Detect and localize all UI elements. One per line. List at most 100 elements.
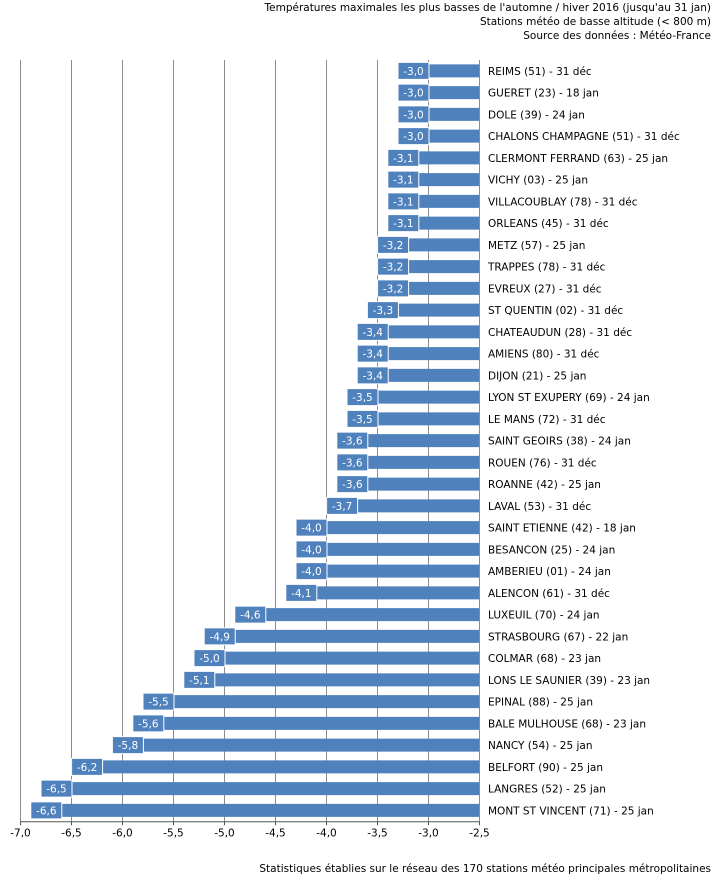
value-label: -5,8 [118, 740, 139, 752]
category-label: GUERET (23) - 18 jan [488, 88, 599, 100]
category-label: LYON ST EXUPERY (69) - 24 jan [488, 392, 650, 404]
category-label: LAVAL (53) - 31 déc [488, 501, 591, 513]
value-label: -3,6 [342, 436, 363, 448]
value-label: -3,1 [393, 218, 414, 230]
value-label-box [336, 453, 369, 472]
category-label: REIMS (51) - 31 déc [488, 66, 592, 78]
value-label: -3,1 [393, 196, 414, 208]
value-label-box [234, 605, 267, 624]
bar [234, 629, 479, 643]
value-label-box [397, 83, 430, 102]
value-label: -3,4 [362, 327, 383, 339]
value-label: -3,5 [352, 392, 373, 404]
category-label: BESANCON (25) - 24 jan [488, 544, 615, 556]
value-label-box [295, 562, 328, 581]
bar [101, 760, 479, 774]
value-label: -6,2 [77, 762, 98, 774]
value-label-box [377, 257, 410, 276]
value-label-box [356, 344, 389, 363]
value-label-box [285, 583, 318, 602]
category-label: AMIENS (80) - 31 déc [488, 349, 600, 361]
category-label: ALENCON (61) - 31 déc [488, 588, 610, 600]
value-label: -3,3 [373, 305, 394, 317]
value-label-box [111, 736, 144, 755]
value-label: -5,1 [189, 675, 210, 687]
value-label: -4,6 [240, 610, 261, 622]
x-tick-label: -3,0 [418, 827, 439, 839]
value-label: -3,0 [403, 109, 424, 121]
category-label: BALE MULHOUSE (68) - 23 jan [488, 718, 646, 730]
x-tick-label: -3,5 [367, 827, 388, 839]
x-axis: -7,0 -6,5 -6,0 -5,5 -5,0 -4,5 -4,0 -3,5 -3,0 -2,5 [10, 821, 490, 839]
value-label-box [387, 170, 420, 189]
value-label: -4,0 [301, 523, 322, 535]
value-label-box [397, 127, 430, 146]
bar [377, 390, 479, 404]
chart-title: Températures maximales les plus basses d… [264, 2, 712, 14]
bar [326, 542, 479, 556]
bar [397, 303, 479, 317]
bar [224, 651, 479, 665]
category-label: EVREUX (27) - 31 déc [488, 283, 602, 295]
value-label: -5,6 [138, 718, 159, 730]
value-label: -3,4 [362, 370, 383, 382]
value-label: -3,2 [383, 262, 404, 274]
value-label: -3,4 [362, 349, 383, 361]
bar [407, 238, 479, 252]
value-label-box [183, 670, 216, 689]
bar [417, 173, 479, 187]
value-label: -4,1 [291, 588, 312, 600]
category-label: LONS LE SAUNIER (39) - 23 jan [488, 675, 650, 687]
x-tick-label: -6,5 [61, 827, 82, 839]
value-label-box [356, 322, 389, 341]
value-label-box [295, 518, 328, 537]
value-label: -4,9 [209, 631, 230, 643]
category-label: STRASBOURG (67) - 22 jan [488, 631, 628, 643]
category-label: LE MANS (72) - 31 déc [488, 414, 606, 426]
category-label: CLERMONT FERRAND (63) - 25 jan [488, 153, 668, 165]
value-label-box [356, 366, 389, 385]
category-label: SAINT ETIENNE (42) - 18 jan [488, 523, 636, 535]
value-label-box [193, 649, 226, 668]
bar [387, 368, 479, 382]
value-label: -5,0 [199, 653, 220, 665]
bar [428, 107, 479, 121]
x-tick-label: -4,0 [316, 827, 337, 839]
value-label-box [397, 105, 430, 124]
value-label: -3,6 [342, 479, 363, 491]
bar [326, 564, 479, 578]
bar [264, 608, 479, 622]
value-label-box [40, 779, 73, 798]
value-label: -3,0 [403, 88, 424, 100]
value-label-box [346, 409, 379, 428]
category-label: CHATEAUDUN (28) - 31 déc [488, 327, 632, 339]
category-label: DIJON (21) - 25 jan [488, 370, 586, 382]
bar [315, 586, 479, 600]
category-label: LANGRES (52) - 25 jan [488, 784, 606, 796]
bar [162, 716, 480, 730]
category-label: METZ (57) - 25 jan [488, 240, 585, 252]
x-tick-label: -5,0 [214, 827, 235, 839]
value-label: -6,6 [36, 805, 57, 817]
x-tick-label: -4,5 [265, 827, 286, 839]
bar [71, 782, 479, 796]
category-label: LUXEUIL (70) - 24 jan [488, 610, 600, 622]
value-label-box [203, 627, 236, 646]
category-label: EPINAL (88) - 25 jan [488, 697, 593, 709]
bar [356, 499, 479, 513]
category-label: VICHY (03) - 25 jan [488, 175, 588, 187]
value-label-box [71, 757, 104, 776]
bar [417, 194, 479, 208]
value-label-box [377, 235, 410, 254]
category-label: AMBERIEU (01) - 24 jan [488, 566, 611, 578]
value-label: -3,0 [403, 66, 424, 78]
bar [60, 803, 480, 817]
category-label: BELFORT (90) - 25 jan [488, 762, 603, 774]
value-label-box [387, 214, 420, 233]
bar [407, 260, 479, 274]
value-label: -3,7 [332, 501, 353, 513]
bar [417, 151, 479, 165]
category-label: SAINT GEOIRS (38) - 24 jan [488, 436, 631, 448]
bar [142, 738, 479, 752]
